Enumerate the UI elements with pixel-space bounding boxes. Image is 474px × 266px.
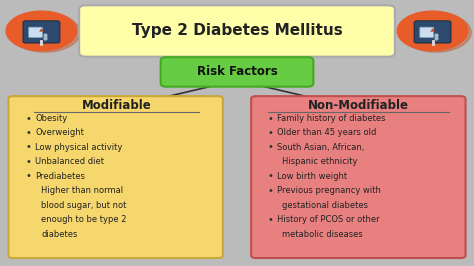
- Text: •: •: [26, 128, 32, 138]
- Text: •: •: [268, 143, 273, 152]
- Text: Higher than normal: Higher than normal: [41, 186, 124, 196]
- Text: •: •: [268, 128, 273, 138]
- Polygon shape: [39, 28, 44, 32]
- Text: enough to be type 2: enough to be type 2: [41, 215, 127, 224]
- Text: Risk Factors: Risk Factors: [197, 65, 277, 78]
- Text: •: •: [26, 114, 32, 123]
- FancyBboxPatch shape: [414, 21, 451, 43]
- Text: South Asian, African,: South Asian, African,: [277, 143, 365, 152]
- Circle shape: [6, 11, 77, 51]
- Text: Obesity: Obesity: [36, 114, 68, 123]
- Text: •: •: [268, 186, 273, 196]
- Text: gestational diabetes: gestational diabetes: [282, 201, 368, 210]
- Circle shape: [9, 13, 80, 52]
- Text: •: •: [268, 171, 273, 181]
- Text: Previous pregnancy with: Previous pregnancy with: [277, 186, 381, 196]
- FancyBboxPatch shape: [161, 57, 313, 87]
- Text: •: •: [26, 143, 32, 152]
- Text: Family history of diabetes: Family history of diabetes: [277, 114, 385, 123]
- Text: •: •: [268, 215, 273, 225]
- FancyBboxPatch shape: [29, 27, 42, 38]
- Text: Non-Modifiable: Non-Modifiable: [308, 99, 409, 112]
- Text: •: •: [268, 114, 273, 123]
- Text: Unbalanced diet: Unbalanced diet: [36, 157, 104, 167]
- Text: Hispanic ethnicity: Hispanic ethnicity: [282, 157, 357, 167]
- FancyBboxPatch shape: [251, 96, 465, 258]
- Text: Low physical activity: Low physical activity: [36, 143, 123, 152]
- Text: •: •: [26, 157, 32, 167]
- Text: Older than 45 years old: Older than 45 years old: [277, 128, 376, 138]
- Text: History of PCOS or other: History of PCOS or other: [277, 215, 380, 224]
- Text: Prediabetes: Prediabetes: [36, 172, 85, 181]
- Circle shape: [397, 11, 468, 51]
- Text: Overweight: Overweight: [36, 128, 84, 138]
- Text: Low birth weight: Low birth weight: [277, 172, 347, 181]
- Text: diabetes: diabetes: [41, 230, 78, 239]
- FancyBboxPatch shape: [420, 27, 434, 38]
- FancyBboxPatch shape: [79, 5, 395, 57]
- Text: metabolic diseases: metabolic diseases: [282, 230, 363, 239]
- Text: blood sugar, but not: blood sugar, but not: [41, 201, 127, 210]
- FancyBboxPatch shape: [23, 21, 60, 43]
- Text: Type 2 Diabetes Mellitus: Type 2 Diabetes Mellitus: [132, 23, 342, 38]
- Polygon shape: [430, 28, 435, 32]
- FancyBboxPatch shape: [9, 96, 223, 258]
- Circle shape: [401, 13, 471, 52]
- Text: Modifiable: Modifiable: [82, 99, 152, 112]
- Text: •: •: [26, 171, 32, 181]
